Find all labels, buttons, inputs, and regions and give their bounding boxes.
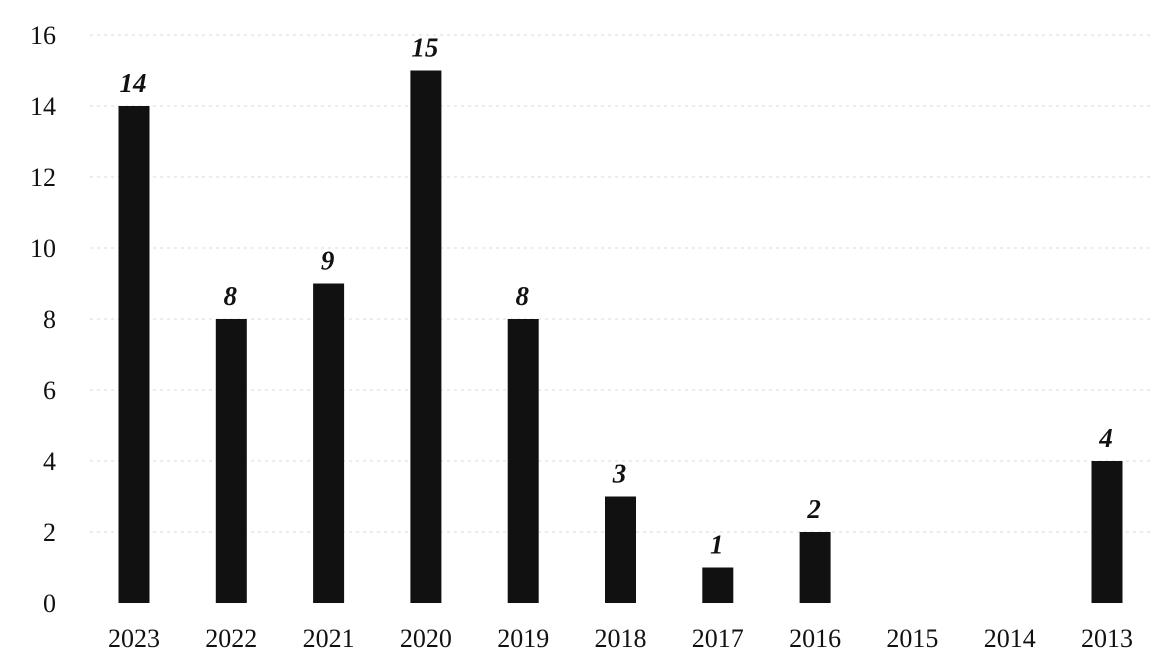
x-category-label-2014: 2014 [984, 624, 1036, 653]
x-category-label-2023: 2023 [108, 624, 160, 653]
x-category-label-2015: 2015 [886, 624, 938, 653]
x-category-label-2020: 2020 [400, 624, 452, 653]
data-labels: 14 8 9 15 8 3 1 2 4 [120, 33, 1113, 560]
y-tick-label: 16 [30, 21, 56, 50]
data-label-2023: 14 [120, 68, 147, 98]
bar-2023 [118, 106, 150, 603]
grid-lines [90, 34, 1150, 533]
data-label-2022: 8 [224, 281, 238, 311]
y-tick-label: 2 [43, 518, 56, 547]
y-tick-label: 6 [43, 376, 56, 405]
bar-2020 [410, 70, 442, 603]
bars [118, 70, 1123, 603]
x-category-label-2022: 2022 [205, 624, 257, 653]
x-category-label-2016: 2016 [789, 624, 841, 653]
bar-2021 [313, 283, 345, 603]
data-label-2021: 9 [321, 246, 335, 276]
data-label-2017: 1 [710, 530, 724, 560]
bar-2018 [605, 496, 636, 603]
bar-2022 [215, 319, 247, 603]
x-category-label-2018: 2018 [595, 624, 647, 653]
x-axis-category-labels: 2023 2022 2021 2020 2019 2018 2017 2016 2015 2014… [108, 624, 1133, 653]
x-category-label-2017: 2017 [692, 624, 744, 653]
y-axis-tick-labels: 0 2 4 6 8 10 12 14 16 [30, 21, 56, 618]
bar-2016 [799, 532, 831, 603]
y-tick-label: 8 [43, 305, 56, 334]
x-category-label-2013: 2013 [1081, 624, 1133, 653]
data-label-2018: 3 [612, 459, 627, 489]
y-tick-label: 12 [30, 163, 56, 192]
x-category-label-2021: 2021 [303, 624, 355, 653]
y-tick-label: 14 [30, 92, 56, 121]
bar-2013 [1091, 461, 1123, 603]
y-tick-label: 0 [43, 589, 56, 618]
data-label-2016: 2 [806, 494, 821, 524]
data-label-2013: 4 [1098, 423, 1113, 453]
bar-2017 [702, 567, 734, 603]
bar-2019 [507, 319, 539, 603]
data-label-2020: 15 [411, 33, 438, 63]
data-label-2019: 8 [515, 281, 529, 311]
x-category-label-2019: 2019 [497, 624, 549, 653]
y-tick-label: 10 [30, 234, 56, 263]
y-tick-label: 4 [43, 447, 56, 476]
